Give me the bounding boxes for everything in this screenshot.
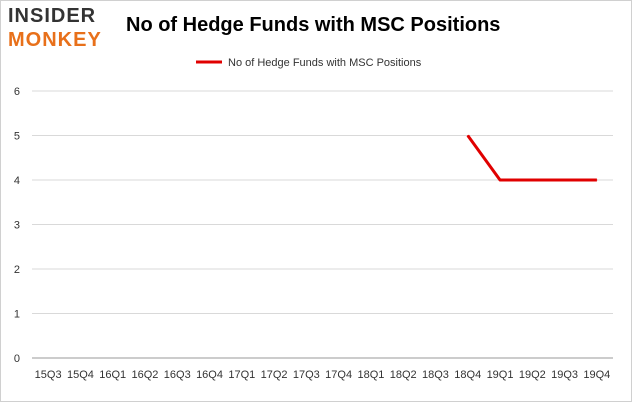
data-point <box>467 135 469 136</box>
x-tick-label: 19Q2 <box>519 369 546 381</box>
gridlines <box>32 90 613 359</box>
y-tick-label: 1 <box>14 309 20 321</box>
x-tick-label: 17Q4 <box>325 369 352 381</box>
x-tick-label: 19Q3 <box>551 369 578 381</box>
y-tick-label: 2 <box>14 264 20 276</box>
y-tick-label: 4 <box>14 175 20 187</box>
data-point <box>596 179 598 181</box>
x-axis-ticks: 15Q3 15Q4 16Q1 16Q2 16Q3 16Q4 17Q1 17Q2 17Q3 17Q4… <box>35 369 611 381</box>
y-tick-label: 5 <box>14 131 20 143</box>
insider-monkey-logo: INSIDER MONKEY <box>8 6 120 54</box>
x-tick-label: 15Q4 <box>67 369 94 381</box>
x-tick-label: 18Q1 <box>357 369 384 381</box>
x-tick-label: 17Q2 <box>261 369 288 381</box>
x-tick-label: 17Q1 <box>228 369 255 381</box>
x-tick-label: 18Q4 <box>454 369 481 381</box>
series-line <box>466 134 597 182</box>
x-tick-label: 15Q3 <box>35 369 62 381</box>
x-tick-label: 18Q2 <box>390 369 417 381</box>
series-group <box>466 134 598 182</box>
x-tick-label: 18Q3 <box>422 369 449 381</box>
y-tick-label: 0 <box>14 353 20 365</box>
legend: No of Hedge Funds with MSC Positions <box>196 57 422 69</box>
y-axis-ticks: 0 1 2 3 4 5 6 <box>14 86 20 365</box>
x-tick-label: 17Q3 <box>293 369 320 381</box>
chart-title: No of Hedge Funds with MSC Positions <box>126 14 501 36</box>
x-tick-label: 16Q3 <box>164 369 191 381</box>
logo-line1: INSIDER <box>8 5 97 27</box>
data-point <box>531 179 533 181</box>
x-tick-label: 16Q2 <box>132 369 159 381</box>
y-tick-label: 3 <box>14 220 20 232</box>
x-tick-label: 16Q1 <box>99 369 126 381</box>
data-point <box>499 179 501 181</box>
data-point <box>564 179 566 181</box>
x-tick-label: 16Q4 <box>196 369 223 381</box>
x-tick-label: 19Q4 <box>583 369 610 381</box>
y-tick-label: 6 <box>14 86 20 98</box>
logo-line2: MONKEY <box>8 29 102 51</box>
x-tick-label: 19Q1 <box>487 369 514 381</box>
legend-label: No of Hedge Funds with MSC Positions <box>228 57 422 69</box>
